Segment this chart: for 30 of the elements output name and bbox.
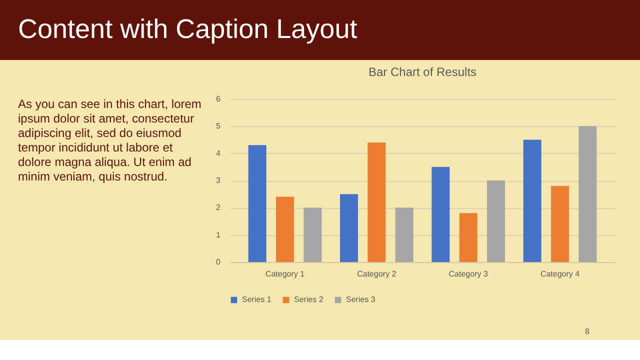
x-tick-label: Category 2	[357, 270, 397, 278]
bar	[459, 213, 478, 262]
y-tick-label: 2	[216, 203, 222, 212]
bar	[340, 194, 358, 262]
legend-label: Series 1	[242, 295, 272, 304]
bar	[248, 145, 266, 262]
bar	[432, 166, 450, 262]
bar	[304, 208, 322, 262]
x-tick-label: Category 3	[448, 270, 488, 278]
chart-title: Bar Chart of Results	[368, 65, 477, 79]
bar	[551, 186, 569, 262]
y-tick-label: 6	[216, 94, 222, 104]
bar	[276, 196, 294, 262]
bar	[395, 208, 414, 262]
text: 8	[585, 327, 590, 336]
x-tick-label: Category 4	[540, 270, 580, 278]
y-tick-label: 0	[216, 258, 222, 266]
text: Content with Caption Layout	[18, 14, 358, 44]
bar	[487, 180, 505, 262]
bar	[523, 140, 542, 262]
bar	[578, 126, 597, 262]
y-tick-label: 1	[216, 230, 222, 240]
legend-label: Series 2	[294, 295, 324, 304]
y-tick-label: 5	[216, 122, 222, 131]
y-tick-label: 3	[216, 176, 222, 185]
y-tick-label: 4	[216, 148, 222, 158]
legend-label: Series 3	[346, 295, 376, 304]
bar	[368, 142, 386, 262]
text: As you can see in this chart, lorem ipsum dolor sit amet, consectetur adipiscing elit, sed do eiusmod tempor incididunt ut labore et dolore magna aliqua. Ut enim ad minim veniam, quis nostrud.	[18, 97, 202, 184]
x-tick-label: Category 1	[265, 270, 306, 278]
